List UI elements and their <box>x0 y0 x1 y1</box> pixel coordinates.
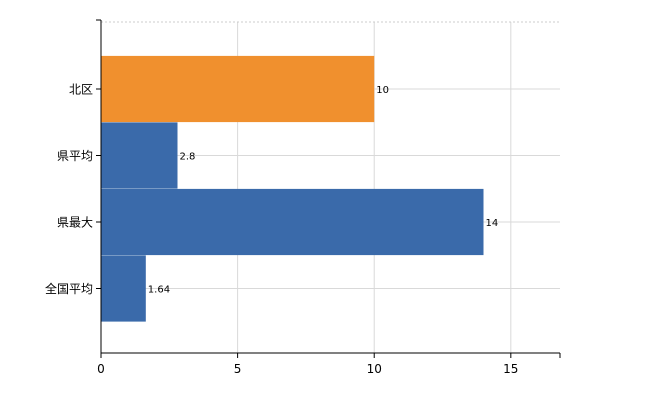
x-tick-label: 0 <box>97 362 105 376</box>
category-label: 県平均 <box>57 149 93 163</box>
bar-4 <box>101 255 146 322</box>
category-label: 全国平均 <box>45 281 93 296</box>
labels: 0 5 10 15 10 北区 2.8 県平均 14 県最大 1.64 全国平均 <box>45 83 518 377</box>
category-label: 北区 <box>69 83 93 97</box>
bar-3 <box>101 188 484 256</box>
data-label: 14 <box>486 218 499 229</box>
data-label: 1.64 <box>148 285 170 296</box>
axes <box>96 19 561 358</box>
bars <box>101 55 484 322</box>
data-label: 10 <box>376 85 389 96</box>
bar-1 <box>101 55 375 123</box>
data-label: 2.8 <box>180 152 196 163</box>
bar-2 <box>101 122 178 189</box>
x-tick-label: 15 <box>503 362 518 376</box>
x-tick-label: 10 <box>367 362 382 376</box>
x-tick-label: 5 <box>234 362 242 376</box>
category-label: 県最大 <box>57 216 93 230</box>
